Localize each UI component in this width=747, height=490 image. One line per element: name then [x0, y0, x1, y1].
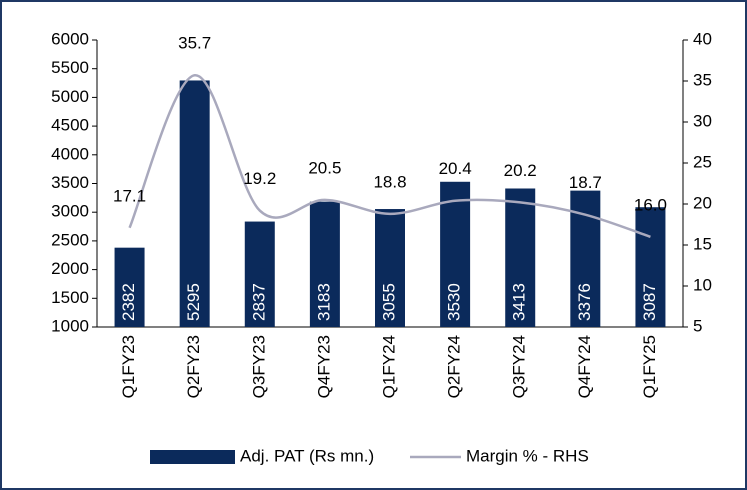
bar-value-label: 3530 [445, 283, 464, 321]
x-tick-label: Q4FY23 [314, 335, 333, 398]
x-tick-label: Q1FY24 [379, 335, 398, 398]
line-value-label: 18.8 [373, 172, 406, 191]
y2-tick-label: 40 [693, 29, 712, 48]
line-value-label: 20.5 [308, 158, 341, 177]
y2-tick-label: 15 [693, 234, 712, 253]
y-tick-label: 3500 [51, 173, 89, 192]
x-tick-label: Q2FY24 [445, 335, 464, 398]
bar [179, 80, 210, 327]
y-tick-label: 1500 [51, 288, 89, 307]
y-tick-label: 2000 [51, 259, 89, 278]
y-tick-label: 5500 [51, 58, 89, 77]
y-tick-label: 4000 [51, 144, 89, 163]
y2-tick-label: 35 [693, 70, 712, 89]
bar-value-label: 3183 [314, 283, 333, 321]
bar [244, 221, 275, 327]
bar-value-label: 5295 [184, 283, 203, 321]
y2-tick-label: 20 [693, 193, 712, 212]
line-value-label: 17.1 [113, 186, 146, 205]
y2-tick-label: 25 [693, 152, 712, 171]
y2-tick-label: 30 [693, 111, 712, 130]
bar [440, 181, 471, 327]
y-tick-label: 5000 [51, 87, 89, 106]
x-tick-label: Q1FY23 [119, 335, 138, 398]
bar [375, 209, 405, 327]
y-tick-label: 1000 [51, 316, 89, 335]
y-tick-label: 6000 [51, 29, 89, 48]
legend-swatch [150, 450, 235, 464]
bar-value-label: 2837 [249, 283, 268, 321]
x-tick-label: Q4FY24 [575, 335, 594, 398]
y-tick-label: 4500 [51, 116, 89, 135]
legend-label: Adj. PAT (Rs mn.) [240, 446, 374, 465]
x-tick-label: Q3FY23 [249, 335, 268, 398]
y-tick-label: 2500 [51, 230, 89, 249]
line-value-label: 18.7 [569, 173, 602, 192]
y2-tick-label: 10 [693, 275, 712, 294]
x-tick-label: Q1FY25 [640, 335, 659, 398]
bar-value-label: 2382 [119, 283, 138, 321]
y-tick-label: 3000 [51, 202, 89, 221]
x-tick-label: Q3FY24 [510, 335, 529, 398]
legend-label: Margin % - RHS [466, 446, 589, 465]
bar-value-label: 3413 [510, 283, 529, 321]
bar-value-label: 3376 [575, 283, 594, 321]
line-value-label: 19.2 [243, 169, 276, 188]
line-value-label: 16.0 [634, 195, 667, 214]
x-tick-label: Q2FY23 [184, 335, 203, 398]
bar [505, 188, 536, 327]
line [128, 74, 651, 238]
line-value-label: 35.7 [178, 34, 211, 53]
bar [114, 247, 145, 327]
bar [635, 207, 666, 327]
y2-tick-label: 5 [693, 316, 702, 335]
bar-value-label: 3087 [640, 283, 659, 321]
bar-value-label: 3055 [379, 283, 398, 321]
bar [309, 201, 340, 327]
line-value-label: 20.2 [504, 161, 537, 180]
line-value-label: 20.4 [439, 159, 472, 178]
